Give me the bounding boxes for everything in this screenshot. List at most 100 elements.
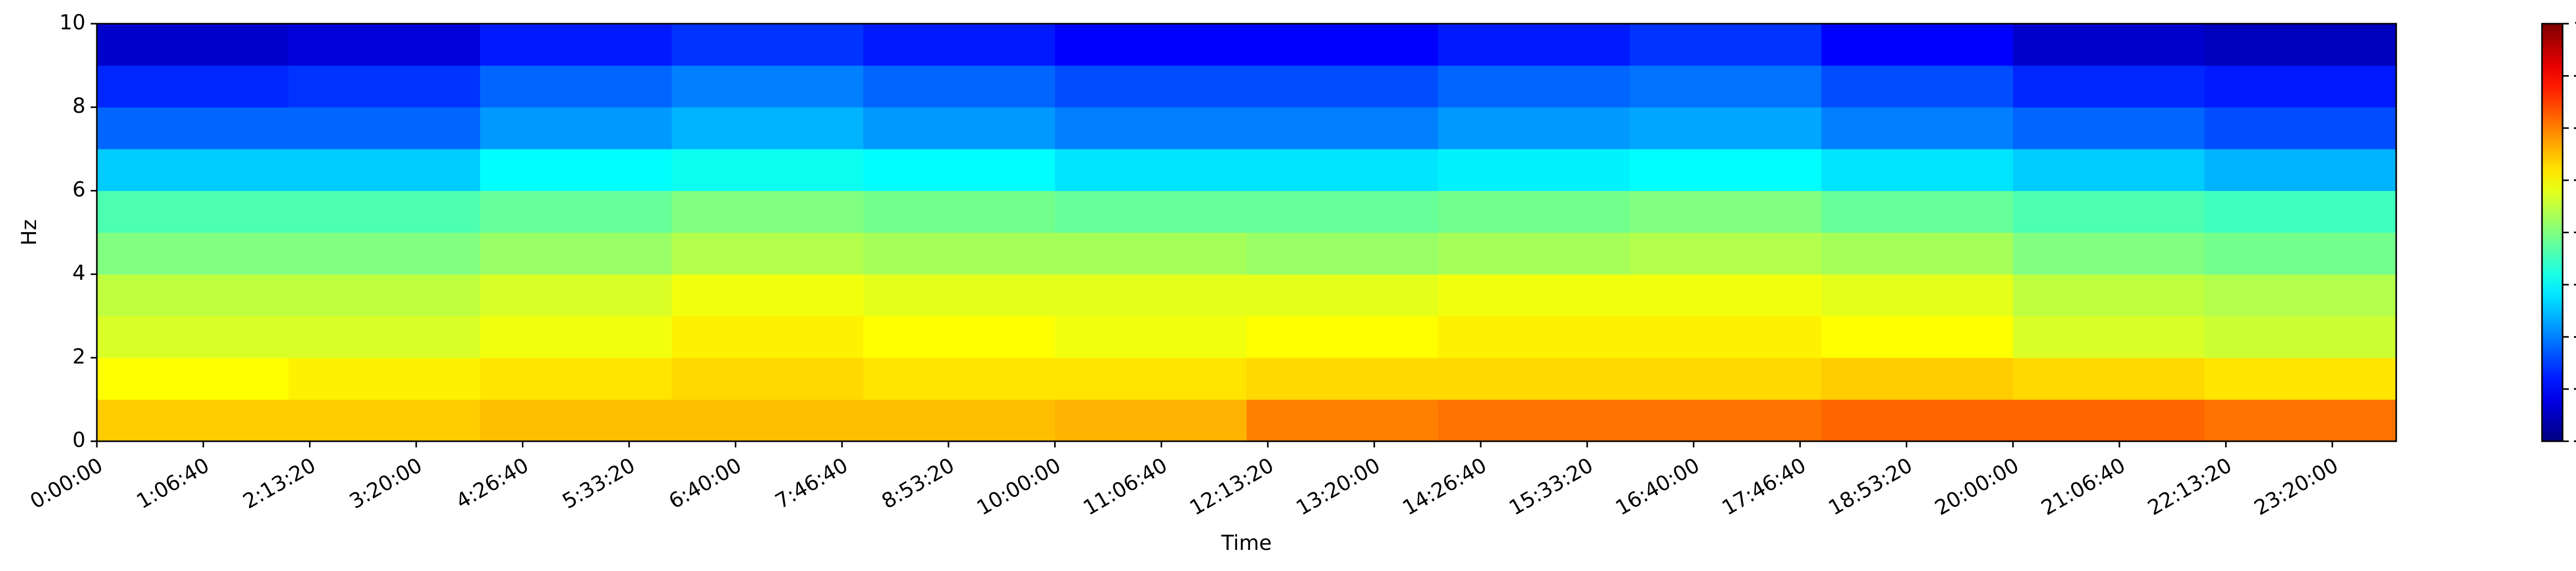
spectrogram-cell (2205, 232, 2397, 275)
spectrogram-cell (480, 357, 672, 400)
spectrogram-cell (2205, 107, 2397, 149)
spectrogram-cell (1246, 191, 1438, 233)
spectrogram-cell (288, 191, 481, 233)
spectrogram-cell (1630, 399, 1822, 442)
spectrogram-cell (97, 316, 289, 358)
spectrogram-cell (1055, 357, 1247, 400)
spectrogram-cell (1821, 24, 2013, 66)
y-tick-label: 4 (73, 262, 86, 285)
spectrogram-cell (2205, 274, 2397, 317)
spectrogram-cell (863, 274, 1056, 317)
spectrogram-cell (480, 316, 672, 358)
spectrogram-cell (1438, 191, 1630, 233)
spectrogram-cell (1821, 191, 2013, 233)
spectrogram-cell (671, 399, 864, 442)
spectrogram-cell (2013, 24, 2205, 66)
x-tick-label: 15:33:20 (1505, 454, 1597, 521)
spectrogram-cell (288, 357, 481, 400)
y-tick-label: 10 (59, 11, 86, 34)
x-tick-label: 10:00:00 (973, 454, 1065, 521)
spectrogram-cell (1438, 24, 1630, 66)
spectrogram-cell (1438, 65, 1630, 108)
colorbar-tick-label: -80 dB (2573, 428, 2576, 452)
spectrogram-cell (1821, 357, 2013, 400)
spectrogram-cell (1630, 357, 1822, 400)
x-tick-label: 0:00:00 (26, 454, 107, 514)
spectrogram-cell (2013, 232, 2205, 275)
spectrogram-cell (1055, 274, 1247, 317)
spectrogram-cell (1630, 316, 1822, 358)
spectrogram-cell (288, 149, 481, 191)
x-tick-label: 6:40:00 (665, 454, 746, 514)
x-tick-label: 12:13:20 (1186, 454, 1278, 521)
colorbar-tick-label: -50 dB (2573, 272, 2576, 296)
spectrogram-cell (2013, 316, 2205, 358)
y-tick-label: 8 (73, 94, 86, 118)
spectrogram-cell (2205, 399, 2397, 442)
spectrogram-cell (97, 191, 289, 233)
spectrogram-cell (1821, 149, 2013, 191)
spectrogram-cell (1055, 24, 1247, 66)
x-tick-label: 2:13:20 (239, 454, 320, 514)
spectrogram-cell (97, 274, 289, 317)
spectrogram-cell (480, 399, 672, 442)
spectrogram-cell (2205, 65, 2397, 108)
spectrogram-cell (1821, 274, 2013, 317)
x-tick-label: 21:06:40 (2038, 454, 2130, 521)
spectrogram-cell (97, 24, 289, 66)
spectrogram-cell (2013, 65, 2205, 108)
spectrogram-cell (671, 274, 864, 317)
spectrogram-cell (863, 316, 1056, 358)
spectrogram-cell (288, 316, 481, 358)
colorbar-tick-label: -20 dB (2573, 115, 2576, 139)
colorbar-tick-label: +0 dB (2573, 11, 2576, 34)
spectrogram-cell (863, 65, 1056, 108)
x-tick-label: 7:46:40 (771, 454, 852, 514)
spectrogram-cell (2205, 316, 2397, 358)
spectrogram-cell (1055, 399, 1247, 442)
spectrogram-cell (2013, 357, 2205, 400)
spectrogram-cell (2013, 191, 2205, 233)
x-tick-label: 16:40:00 (1612, 454, 1704, 521)
spectrogram-cell (1630, 149, 1822, 191)
spectrogram-cell (288, 24, 481, 66)
spectrogram-cell (671, 232, 864, 275)
spectrogram-cell (1246, 274, 1438, 317)
spectrogram-cell (2205, 191, 2397, 233)
spectrogram-cell (863, 232, 1056, 275)
x-tick-label: 5:33:20 (558, 454, 639, 514)
spectrogram-cell (1438, 274, 1630, 317)
spectrogram-cell (2013, 399, 2205, 442)
spectrogram-cell (1246, 24, 1438, 66)
spectrogram-cell (97, 107, 289, 149)
x-tick-label: 1:06:40 (132, 454, 213, 514)
x-tick-label: 13:20:00 (1292, 454, 1384, 521)
spectrogram-cell (1055, 232, 1247, 275)
spectrogram-cell (1438, 357, 1630, 400)
x-tick-label: 17:46:40 (1718, 454, 1810, 521)
spectrogram-cell (1630, 191, 1822, 233)
spectrogram-cell (2205, 24, 2397, 66)
spectrogram-cell (1821, 399, 2013, 442)
spectrogram (97, 24, 2397, 442)
spectrogram-cell (480, 149, 672, 191)
spectrogram-cell (288, 107, 481, 149)
spectrogram-cell (1246, 232, 1438, 275)
spectrogram-cell (1438, 316, 1630, 358)
spectrogram-cell (863, 24, 1056, 66)
spectrogram-cell (671, 149, 864, 191)
x-tick-label: 18:53:20 (1824, 454, 1917, 521)
spectrogram-cell (1055, 316, 1247, 358)
colorbar-tick-label: -10 dB (2573, 63, 2576, 86)
spectrogram-cell (1821, 107, 2013, 149)
spectrogram-cell (97, 149, 289, 191)
spectrogram-cell (1246, 357, 1438, 400)
spectrogram-cell (480, 274, 672, 317)
spectrogram-cell (863, 149, 1056, 191)
spectrogram-cell (1246, 149, 1438, 191)
spectrogram-cell (2013, 107, 2205, 149)
spectrogram-cell (1438, 399, 1630, 442)
spectrogram-cell (1055, 65, 1247, 108)
spectrogram-cell (2205, 357, 2397, 400)
